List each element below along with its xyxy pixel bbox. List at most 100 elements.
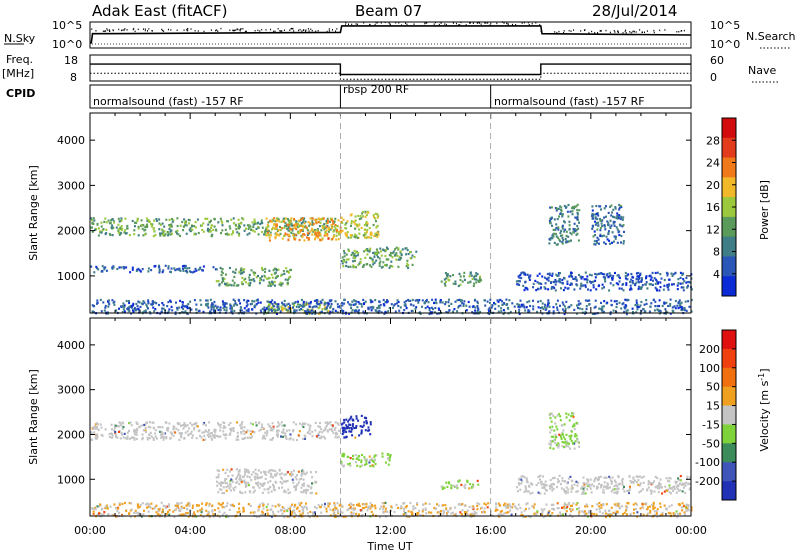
echo-cell — [572, 228, 575, 231]
echo-cell — [364, 458, 367, 461]
echo-cell — [379, 516, 381, 519]
echo-cell — [168, 218, 171, 221]
echo-cell — [195, 437, 198, 440]
echo-cell — [341, 426, 344, 429]
echo-cell — [188, 228, 191, 231]
freq-tick-top: 18 — [64, 54, 78, 67]
echo-cell — [520, 482, 523, 485]
echo-cell — [161, 432, 163, 436]
echo-cell — [397, 247, 400, 250]
echo-cell — [532, 305, 535, 308]
echo-cell — [551, 237, 554, 240]
echo-cell — [133, 511, 136, 515]
echo-cell — [261, 491, 264, 494]
echo-cell — [525, 503, 528, 506]
echo-cell — [618, 287, 621, 290]
echo-cell — [572, 230, 575, 234]
echo-cell — [253, 220, 256, 223]
echo-cell — [287, 226, 290, 229]
echo-cell — [303, 505, 306, 508]
echo-cell — [634, 502, 637, 505]
echo-cell — [165, 437, 168, 440]
echo-cell — [334, 421, 337, 424]
echo-cell — [657, 281, 660, 284]
echo-cell — [272, 269, 275, 272]
echo-cell — [571, 508, 574, 511]
echo-cell — [298, 308, 301, 312]
echo-cell — [624, 307, 627, 310]
echo-cell — [502, 312, 505, 315]
echo-cell — [118, 307, 120, 310]
echo-cell — [274, 276, 277, 280]
echo-cell — [567, 203, 570, 207]
echo-cell — [104, 428, 107, 431]
echo-cell — [300, 501, 303, 505]
echo-cell — [207, 227, 209, 230]
echo-cell — [559, 212, 562, 215]
echo-cell — [161, 228, 164, 231]
echo-cell — [509, 505, 512, 508]
echo-cell — [354, 256, 357, 259]
echo-cell — [570, 304, 573, 307]
echo-cell — [652, 503, 655, 506]
echo-cell — [375, 309, 378, 313]
echo-cell — [584, 505, 587, 508]
echo-cell — [666, 283, 669, 287]
echo-cell — [315, 233, 317, 236]
echo-cell — [281, 301, 284, 304]
echo-cell — [248, 278, 251, 282]
echo-cell — [272, 425, 275, 428]
echo-cell — [189, 230, 192, 233]
echo-cell — [210, 235, 213, 238]
echo-cell — [249, 511, 252, 514]
echo-cell — [287, 225, 290, 228]
echo-cell — [601, 305, 604, 308]
echo-cell — [572, 412, 575, 415]
echo-cell — [235, 438, 238, 441]
echo-cell — [518, 308, 521, 311]
echo-cell — [369, 459, 371, 462]
echo-cell — [650, 302, 653, 305]
echo-cell — [576, 213, 579, 216]
echo-cell — [306, 484, 309, 487]
echo-cell — [365, 213, 368, 217]
echo-cell — [414, 299, 417, 302]
echo-cell — [394, 303, 397, 306]
echo-cell — [627, 502, 630, 505]
echo-cell — [650, 283, 653, 286]
echo-cell — [558, 433, 561, 436]
echo-cell — [611, 211, 614, 214]
echo-cell — [272, 512, 275, 516]
echo-cell — [290, 474, 293, 477]
echo-cell — [600, 208, 602, 211]
echo-cell — [459, 283, 462, 286]
echo-cell — [154, 506, 157, 509]
echo-cell — [188, 219, 191, 222]
echo-cell — [653, 513, 656, 517]
echo-cell — [168, 308, 171, 311]
echo-cell — [677, 307, 680, 310]
echo-cell — [267, 225, 270, 228]
echo-cell — [343, 421, 346, 424]
echo-cell — [471, 277, 474, 280]
echo-cell — [180, 501, 183, 505]
echo-cell — [179, 433, 182, 436]
echo-cell — [326, 421, 329, 424]
echo-cell — [460, 513, 463, 516]
echo-cell — [235, 268, 237, 271]
echo-cell — [231, 474, 234, 477]
echo-cell — [358, 309, 360, 312]
echo-cell — [474, 306, 477, 309]
echo-cell — [360, 217, 363, 220]
echo-cell — [252, 229, 254, 232]
echo-cell — [288, 221, 291, 224]
echo-cell — [324, 426, 327, 429]
echo-cell — [434, 298, 437, 301]
echo-cell — [119, 226, 122, 229]
echo-cell — [592, 217, 595, 220]
echo-cell — [330, 428, 333, 431]
echo-cell — [257, 469, 260, 472]
echo-cell — [618, 507, 621, 510]
echo-cell — [369, 233, 372, 236]
echo-cell — [224, 302, 227, 305]
